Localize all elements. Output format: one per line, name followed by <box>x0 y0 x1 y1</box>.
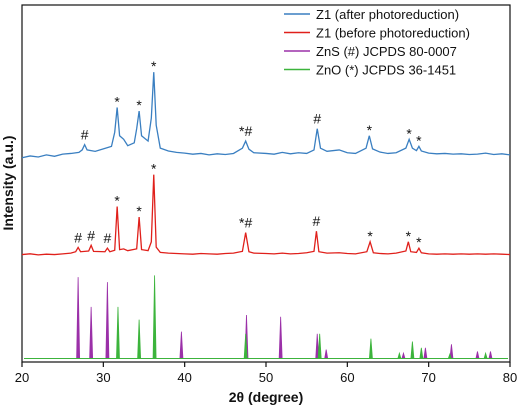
reference-peak <box>410 341 415 359</box>
x-axis-label: 2θ (degree) <box>229 389 303 405</box>
reference-peak <box>324 349 329 359</box>
x-tick-label: 20 <box>15 370 29 385</box>
x-tick-label: 70 <box>421 370 435 385</box>
reference-peak <box>116 306 120 359</box>
peak-annotation: * <box>406 228 412 244</box>
reference-peak <box>317 333 322 359</box>
reference-peak <box>89 306 94 359</box>
reference-peak <box>488 351 493 359</box>
reference-peak <box>401 351 406 359</box>
legend-label: Z1 (before photoreduction) <box>316 26 470 41</box>
reference-peak <box>419 347 424 359</box>
reference-peak <box>105 282 110 359</box>
reference-peak <box>152 275 157 359</box>
peak-annotation: * <box>416 234 422 250</box>
reference-peak <box>475 351 480 359</box>
peak-annotation: * <box>367 228 373 244</box>
legend-label: Z1 (after photoreduction) <box>316 7 459 22</box>
x-tick-label: 40 <box>177 370 191 385</box>
x-tick-label: 60 <box>340 370 354 385</box>
reference-peak <box>447 353 452 359</box>
reference-peak <box>368 338 373 359</box>
peak-annotation: * <box>406 125 412 141</box>
peak-annotation: * <box>151 161 157 177</box>
reference-peak <box>76 277 81 359</box>
peak-annotation: * <box>151 58 157 74</box>
peak-annotation: *# <box>239 215 252 231</box>
peak-annotation: * <box>114 192 120 208</box>
x-tick-label: 30 <box>96 370 110 385</box>
peak-annotation: # <box>313 213 321 229</box>
reference-peak <box>179 331 184 359</box>
peak-annotation: # <box>81 127 89 143</box>
reference-peak <box>397 351 402 359</box>
reference-peak <box>243 333 248 359</box>
peak-annotation: # <box>87 227 95 243</box>
peak-annotation: * <box>367 122 373 138</box>
y-axis-label: Intensity (a.u.) <box>0 136 16 231</box>
spectrum-line <box>21 174 511 256</box>
peak-annotation: *# <box>239 123 252 139</box>
x-tick-label: 50 <box>259 370 273 385</box>
reference-peak <box>137 319 142 359</box>
x-tick-label: 80 <box>503 370 517 385</box>
peak-annotation: * <box>416 132 422 148</box>
reference-peak <box>423 347 428 359</box>
peak-annotation: * <box>114 94 120 110</box>
peak-annotation: # <box>74 229 82 245</box>
peak-annotation: * <box>136 97 142 113</box>
reference-peak <box>483 351 488 359</box>
peak-annotation: * <box>136 203 142 219</box>
peak-annotation: # <box>104 230 112 246</box>
peak-annotation: # <box>313 111 321 127</box>
reference-peak <box>278 316 283 359</box>
spectrum-line <box>21 72 511 159</box>
legend-label: ZnS (#) JCPDS 80-0007 <box>316 44 457 59</box>
legend-label: ZnO (*) JCPDS 36-1451 <box>316 63 456 78</box>
